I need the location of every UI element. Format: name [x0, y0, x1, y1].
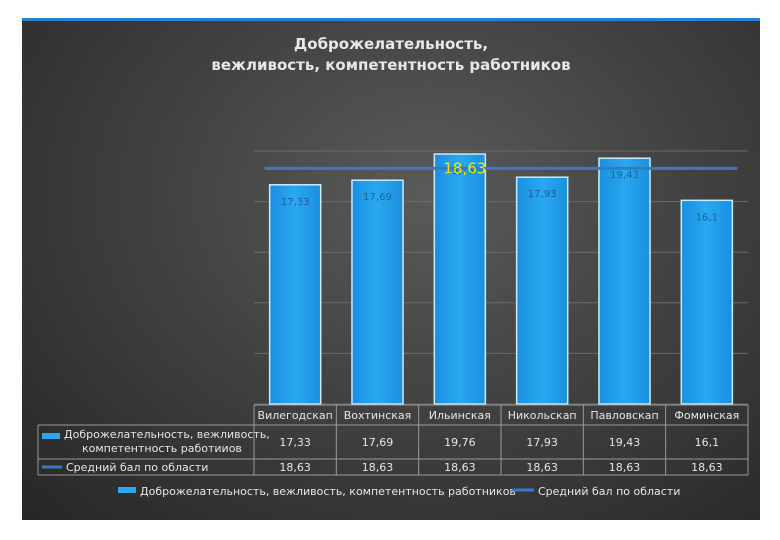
average-line-group: 18,63 [264, 159, 738, 177]
legend-label-bars: Доброжелательность, вежливость, компетен… [140, 485, 516, 498]
table-cell-avg-2: 18,63 [444, 461, 476, 474]
table-cell-avg-3: 18,63 [526, 461, 558, 474]
table-cell-bars-2: 19,76 [444, 436, 476, 449]
chart-title: Доброжелательность, вежливость, компетент… [211, 35, 570, 74]
bar-label-1: 17,69 [363, 192, 392, 203]
table-cell-avg-4: 18,63 [609, 461, 641, 474]
bar-label-2: 19,76 [446, 166, 475, 177]
bar-1 [351, 179, 404, 405]
legend-label-avg: Средний бал по области [538, 485, 680, 498]
table-cell-bars-3: 17,93 [526, 436, 558, 449]
table-header-0: Вилегодскап [258, 409, 333, 422]
bar-label-5: 16,1 [696, 212, 718, 223]
table-cell-avg-0: 18,63 [279, 461, 311, 474]
bar-chart: Доброжелательность, вежливость, компетент… [37, 35, 749, 498]
bar-0 [268, 184, 322, 405]
bar-label-3: 17,93 [528, 189, 557, 200]
table-cell-bars-4: 19,43 [609, 436, 641, 449]
bar-label-4: 19,43 [610, 170, 639, 181]
legend-swatch-bars [118, 487, 136, 493]
bar-2 [433, 153, 487, 405]
table-header-5: Фоминская [674, 409, 739, 422]
table-header-3: Никольскап [508, 409, 577, 422]
table-series-name-avg: Средний бал по области [66, 461, 208, 474]
table-cell-avg-1: 18,63 [362, 461, 394, 474]
table-series-name-bars: компетентность работииов [82, 442, 242, 455]
table-header-1: Вохтинская [344, 409, 412, 422]
table-cell-bars-1: 17,69 [362, 436, 394, 449]
legend: Доброжелательность, вежливость, компетен… [118, 485, 680, 498]
table-cell-avg-5: 18,63 [691, 461, 723, 474]
bar-5 [680, 199, 734, 405]
chart-frame: Доброжелательность, вежливость, компетент… [22, 18, 760, 520]
average-annotation: 18,63 [443, 159, 486, 177]
table-cell-bars-5: 16,1 [695, 436, 720, 449]
table-series-name-bars: Доброжелательность, вежливость, [64, 428, 270, 441]
gridlines [254, 150, 748, 405]
data-table: Вилегодскап Вохтинская Ильинская Никольскап… [37, 404, 749, 476]
table-series-swatch-bars [42, 433, 60, 439]
chart-title-line-0: Доброжелательность, [294, 35, 488, 53]
table-cell-bars-0: 17,33 [279, 436, 311, 449]
chart-title-line-1: вежливость, компетентность работников [211, 56, 570, 74]
bars: 17,33 17,69 19,76 17,93 19,43 16,1 [268, 153, 734, 405]
bar-3 [515, 176, 569, 405]
bar-4 [598, 157, 651, 405]
bar-label-0: 17,33 [281, 197, 310, 208]
table-header-2: Ильинская [429, 409, 491, 422]
table-header-4: Павловскап [590, 409, 658, 422]
